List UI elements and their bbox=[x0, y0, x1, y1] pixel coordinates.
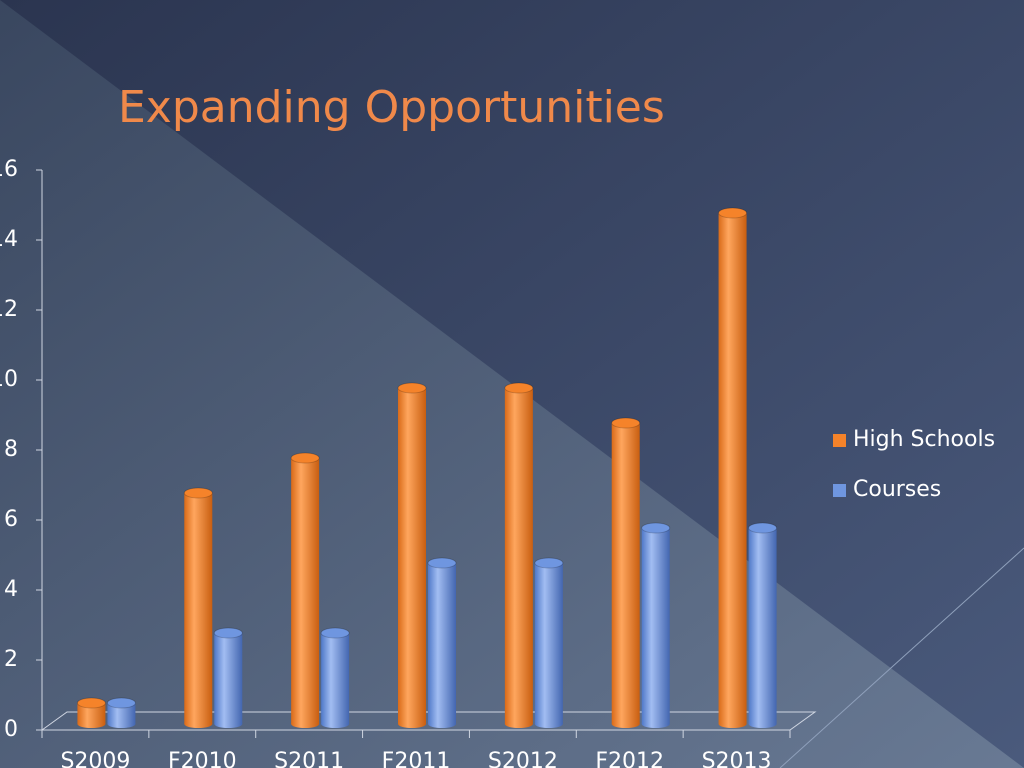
bar bbox=[214, 633, 243, 724]
legend-label: Courses bbox=[853, 477, 941, 502]
bar-base bbox=[641, 720, 670, 728]
y-tick-label: 6 bbox=[4, 507, 18, 532]
bar bbox=[398, 388, 426, 724]
bar-top bbox=[397, 382, 427, 394]
bar-base bbox=[107, 720, 136, 728]
bar bbox=[77, 703, 106, 724]
bar-base bbox=[748, 720, 777, 728]
bar bbox=[428, 563, 456, 724]
bar-top bbox=[183, 487, 213, 499]
bar bbox=[184, 493, 213, 724]
bar bbox=[291, 458, 320, 724]
y-tick-label: 16 bbox=[0, 157, 18, 182]
y-tick-label: 10 bbox=[0, 367, 18, 392]
bar-base bbox=[291, 720, 320, 728]
bar-base bbox=[718, 720, 747, 728]
bar bbox=[107, 703, 136, 724]
bar-base bbox=[184, 720, 213, 728]
x-tick-label: F2012 bbox=[595, 749, 664, 768]
legend-swatch bbox=[833, 484, 846, 497]
chart-title: Expanding Opportunities bbox=[118, 82, 665, 133]
bar-base bbox=[398, 720, 426, 728]
x-tick-label: S2012 bbox=[488, 749, 558, 768]
bar-base bbox=[428, 720, 456, 728]
bar bbox=[748, 528, 777, 724]
bar bbox=[504, 388, 533, 724]
bar-top bbox=[290, 452, 320, 464]
y-tick-label: 14 bbox=[0, 227, 18, 252]
bar-top bbox=[748, 522, 778, 534]
x-tick-label: S2013 bbox=[702, 749, 772, 768]
bar bbox=[718, 213, 747, 724]
x-tick-label: F2010 bbox=[168, 749, 237, 768]
bar-base bbox=[611, 720, 640, 728]
bar-top bbox=[534, 557, 564, 569]
bar-top bbox=[641, 522, 671, 534]
bar-base bbox=[321, 720, 350, 728]
y-tick-label: 8 bbox=[4, 437, 18, 462]
x-tick-label: S2009 bbox=[60, 749, 130, 768]
bar-base bbox=[214, 720, 243, 728]
bar bbox=[534, 563, 563, 724]
legend-label: High Schools bbox=[853, 427, 995, 452]
x-tick-label: F2011 bbox=[382, 749, 451, 768]
bar bbox=[611, 423, 640, 724]
bar-top bbox=[611, 417, 641, 429]
bar-base bbox=[534, 720, 563, 728]
bar-top bbox=[320, 627, 350, 639]
x-tick-label: S2011 bbox=[274, 749, 344, 768]
y-tick-label: 4 bbox=[4, 577, 18, 602]
bar-top bbox=[76, 697, 106, 709]
bar-top bbox=[106, 697, 136, 709]
bar-top bbox=[427, 557, 457, 569]
bar-base bbox=[504, 720, 533, 728]
bar bbox=[641, 528, 670, 724]
bar-top bbox=[504, 382, 534, 394]
bar bbox=[321, 633, 350, 724]
y-tick-label: 12 bbox=[0, 297, 18, 322]
y-tick-label: 2 bbox=[4, 647, 18, 672]
floor bbox=[40, 711, 817, 731]
decor-line bbox=[779, 547, 1024, 768]
bar-top bbox=[718, 207, 748, 219]
bar-top bbox=[213, 627, 243, 639]
legend-swatch bbox=[833, 434, 846, 447]
bar-base bbox=[77, 720, 106, 728]
y-tick-label: 0 bbox=[4, 717, 18, 742]
